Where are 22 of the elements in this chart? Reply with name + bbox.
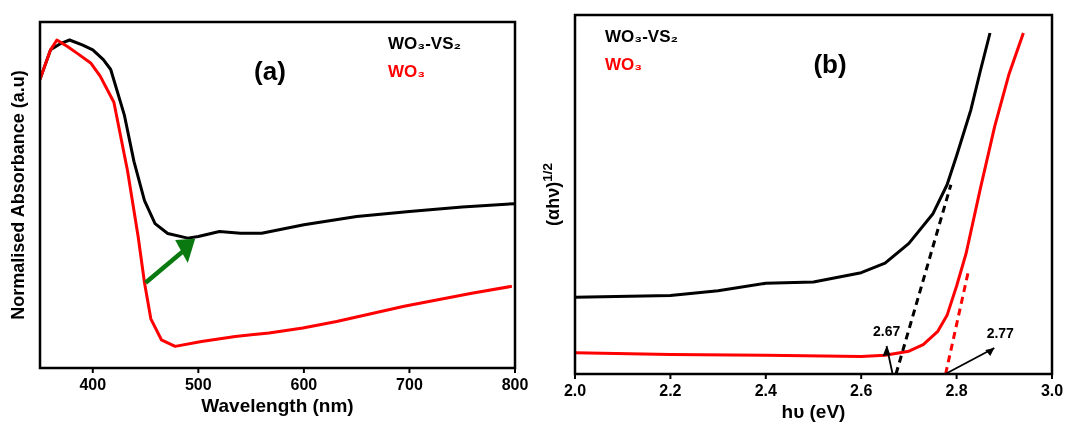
text: (b) <box>813 49 847 79</box>
x-tick-label: 2.6 <box>850 382 873 399</box>
text: WO₃ <box>388 62 426 81</box>
text: WO₃-VS₂ <box>605 27 679 46</box>
x-tick-label: 2.4 <box>754 382 778 399</box>
x-tick-label: 400 <box>79 376 107 393</box>
y-axis-title: Normalised Absorbance (a.u) <box>8 70 28 320</box>
x-tick-label: 2.8 <box>945 382 968 399</box>
x-tick-label: 800 <box>501 376 529 393</box>
text: WO₃-VS₂ <box>388 34 462 53</box>
text: WO₃ <box>605 55 643 74</box>
x-tick-label: 3.0 <box>1040 382 1064 399</box>
x-axis-title: hυ (eV) <box>781 401 846 422</box>
x-tick-label: 700 <box>396 376 423 393</box>
x-tick-label: 2.2 <box>659 382 682 399</box>
x-tick-label: 500 <box>184 376 212 393</box>
text: (a) <box>254 56 286 86</box>
x-tick-label: 2.0 <box>563 382 587 399</box>
annotation: 2.67 <box>872 323 901 339</box>
x-axis-title: Wavelength (nm) <box>201 395 354 416</box>
annotation: 2.77 <box>986 325 1015 341</box>
x-tick-label: 600 <box>290 376 318 393</box>
